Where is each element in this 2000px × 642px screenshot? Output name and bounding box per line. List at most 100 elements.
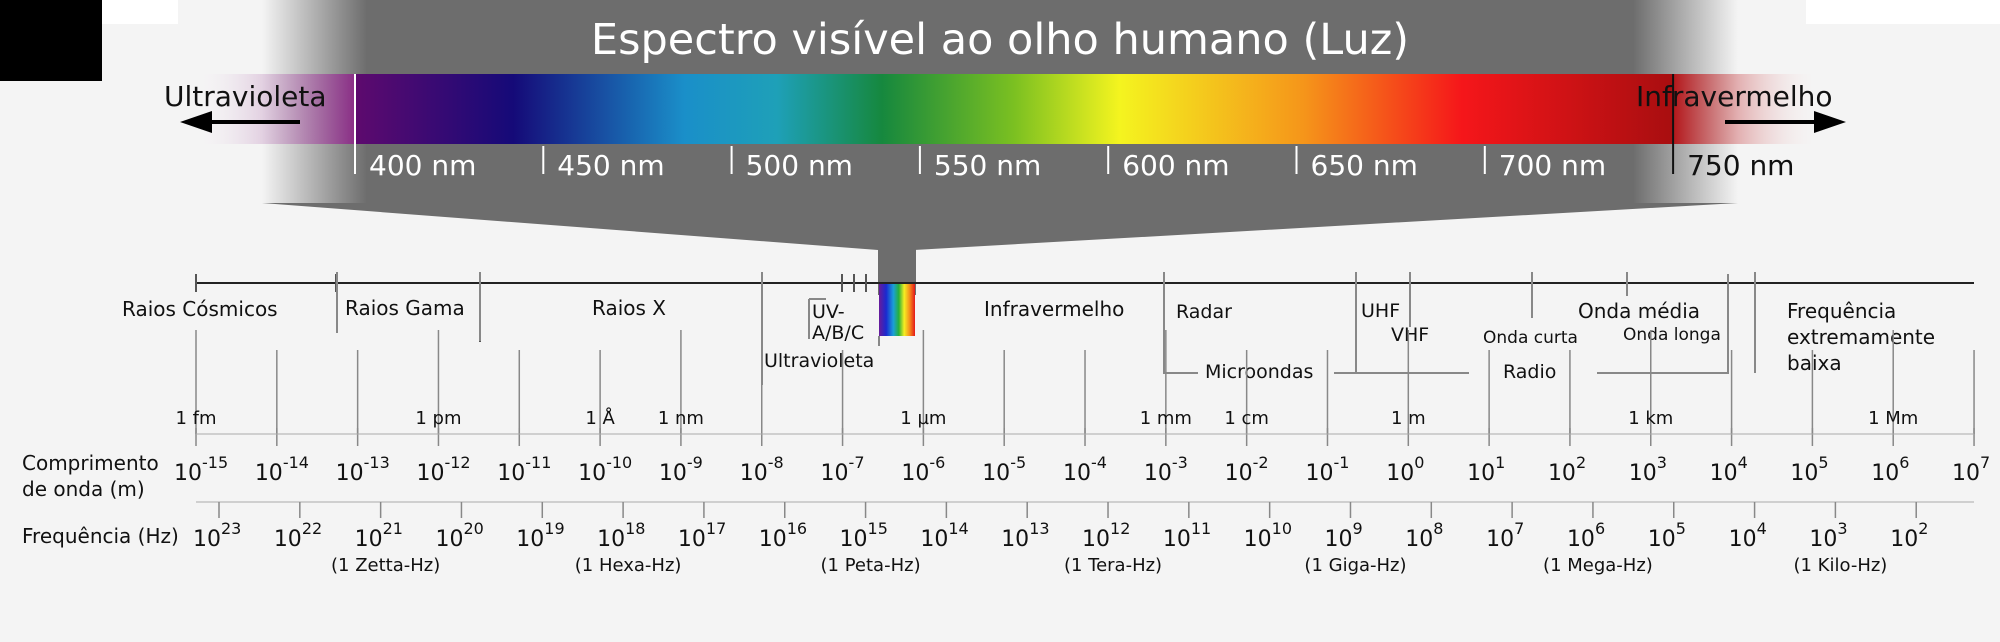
- frequency-power: 1017: [678, 519, 726, 552]
- band-ultraviolet: Ultravioleta: [764, 350, 874, 372]
- unit-angstrom: 1 Å: [585, 407, 615, 429]
- wavelength-power: 10-2: [1225, 453, 1269, 486]
- band-elf-1: Frequência: [1787, 299, 1896, 323]
- top-left-patch: [102, 0, 178, 24]
- frequency-powers: 1023 1022 1021 1020 1019 1018 1017 1016 1015 1014…: [193, 519, 1928, 552]
- nm-label: 700 nm: [1499, 149, 1606, 182]
- wavelength-label-2: de onda (m): [22, 477, 145, 501]
- wavelength-power: 10-4: [1063, 453, 1107, 486]
- band-uv-abc-2: A/B/C: [812, 322, 864, 344]
- nm-ticks: 400 nm 450 nm 500 nm 550 nm 600 nm 650 nm 700 …: [354, 74, 1794, 182]
- frequency-power: 1023: [193, 519, 241, 552]
- wavelength-power: 101: [1467, 453, 1505, 486]
- band-cosmic-rays: Raios Cósmicos: [122, 297, 278, 321]
- band-mediumwave: Onda média: [1578, 299, 1700, 323]
- frequency-power: 1020: [435, 519, 483, 552]
- frequency-power: 103: [1809, 519, 1847, 552]
- unit-labels: 1 fm 1 pm 1 Å 1 nm 1 µm 1 mm 1 cm 1 m 1 km 1 Mm: [175, 407, 1918, 429]
- band-connectors: [336, 272, 1756, 385]
- wavelength-guides: [195, 330, 1975, 446]
- wavelength-power: 10-3: [1144, 453, 1188, 486]
- frequency-power: 102: [1890, 519, 1928, 552]
- nm-label: 500 nm: [746, 149, 853, 182]
- band-longwave: Onda longa: [1623, 325, 1721, 345]
- unit-cm: 1 cm: [1224, 408, 1269, 429]
- frequency-named-unit: (1 Tera-Hz): [1064, 555, 1162, 576]
- nm-label: 550 nm: [934, 149, 1041, 182]
- band-vhf: VHF: [1391, 324, 1429, 346]
- unit-um: 1 µm: [900, 408, 946, 429]
- frequency-power: 107: [1486, 519, 1524, 552]
- nm-label: 600 nm: [1122, 149, 1229, 182]
- nm-label: 400 nm: [369, 149, 476, 182]
- nm-label: 450 nm: [557, 149, 664, 182]
- band-infrared: Infravermelho: [984, 297, 1124, 321]
- wavelength-power: 10-6: [901, 453, 945, 486]
- ultraviolet-side-label: Ultravioleta: [164, 80, 327, 113]
- frequency-power: 1015: [840, 519, 888, 552]
- unit-fm: 1 fm: [175, 408, 216, 429]
- band-radar: Radar: [1176, 301, 1232, 323]
- wavelength-power: 100: [1386, 453, 1424, 486]
- wavelength-power: 10-7: [821, 453, 865, 486]
- unit-mm: 1 mm: [1140, 408, 1192, 429]
- nm-label: 650 nm: [1311, 149, 1418, 182]
- frequency-named-unit: (1 Hexa-Hz): [575, 555, 682, 576]
- unit-Mm: 1 Mm: [1868, 408, 1918, 429]
- frequency-named-unit: (1 Kilo-Hz): [1793, 555, 1887, 576]
- visible-spectrum-strip: [355, 74, 1673, 144]
- wavelength-power: 10-11: [497, 453, 551, 486]
- frequency-power: 1011: [1163, 519, 1211, 552]
- wavelength-powers: 10-15 10-14 10-13 10-12 10-11 10-10 10-9 10-8 10…: [174, 453, 1990, 486]
- band-shortwave: Onda curta: [1483, 328, 1578, 348]
- frequency-power: 106: [1567, 519, 1605, 552]
- band-uv-abc-1: UV-: [812, 301, 845, 323]
- frequency-power: 1016: [759, 519, 807, 552]
- wavelength-power: 10-10: [578, 453, 632, 486]
- wavelength-power: 107: [1952, 453, 1990, 486]
- right-arrow-icon: [1725, 111, 1846, 133]
- spectrum-title: Espectro visível ao olho humano (Luz): [591, 15, 1409, 65]
- unit-km: 1 km: [1628, 408, 1673, 429]
- frequency-power: 1013: [1001, 519, 1049, 552]
- frequency-named-unit: (1 Zetta-Hz): [331, 555, 440, 576]
- unit-nm: 1 nm: [658, 408, 704, 429]
- uv-fade-strip: [190, 74, 355, 144]
- frequency-power: 1010: [1244, 519, 1292, 552]
- band-radio: Radio: [1503, 361, 1556, 383]
- wavelength-power: 10-1: [1305, 453, 1349, 486]
- band-x-rays: Raios X: [592, 296, 666, 320]
- wavelength-power: 10-9: [659, 453, 703, 486]
- band-microwaves: Microondas: [1205, 361, 1313, 383]
- frequency-named-unit: (1 Mega-Hz): [1543, 555, 1653, 576]
- band-uhf: UHF: [1361, 300, 1400, 322]
- frequency-power: 1021: [355, 519, 403, 552]
- ir-fade-strip: [1673, 74, 1823, 144]
- wavelength-power: 106: [1871, 453, 1909, 486]
- wavelength-power: 103: [1629, 453, 1667, 486]
- band-gamma-rays: Raios Gama: [345, 296, 465, 320]
- wavelength-power: 10-14: [255, 453, 309, 486]
- top-right-patch: [1806, 0, 2000, 24]
- visible-mini-spectrum: [879, 284, 915, 336]
- frequency-power: 1018: [597, 519, 645, 552]
- frequency-ticks: [218, 502, 1917, 518]
- frequency-power: 105: [1648, 519, 1686, 552]
- wavelength-power: 10-15: [174, 453, 228, 486]
- band-elf-3: baixa: [1787, 351, 1842, 375]
- frequency-power: 104: [1729, 519, 1767, 552]
- frequency-named-unit: (1 Peta-Hz): [821, 555, 921, 576]
- frequency-power: 109: [1324, 519, 1362, 552]
- wavelength-power: 10-13: [336, 453, 390, 486]
- wavelength-power: 10-12: [416, 453, 470, 486]
- frequency-power: 1022: [274, 519, 322, 552]
- wavelength-power: 104: [1710, 453, 1748, 486]
- frequency-power: 1012: [1082, 519, 1130, 552]
- wavelength-power: 105: [1790, 453, 1828, 486]
- frequency-label: Frequência (Hz): [22, 524, 179, 548]
- unit-m: 1 m: [1391, 408, 1426, 429]
- infrared-side-label: Infravermelho: [1636, 80, 1833, 113]
- frequency-power: 1014: [920, 519, 968, 552]
- frequency-named-unit: (1 Giga-Hz): [1304, 555, 1406, 576]
